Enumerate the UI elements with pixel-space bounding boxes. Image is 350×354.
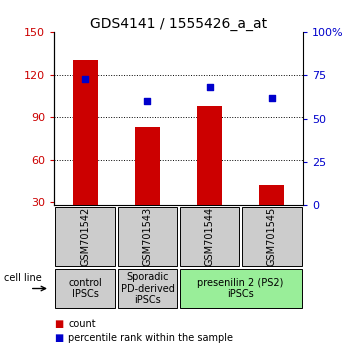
Text: count: count [68,319,96,329]
Point [145,98,150,104]
Title: GDS4141 / 1555426_a_at: GDS4141 / 1555426_a_at [90,17,267,31]
Point [83,76,88,81]
Bar [180,207,239,266]
Text: cell line: cell line [4,273,41,283]
Point [269,95,274,101]
Bar [135,127,160,205]
Text: presenilin 2 (PS2)
iPSCs: presenilin 2 (PS2) iPSCs [197,278,284,299]
Text: GSM701545: GSM701545 [267,207,277,266]
Text: ■: ■ [54,319,63,329]
Text: control
IPSCs: control IPSCs [69,278,102,299]
Bar [197,106,222,205]
Bar [118,207,177,266]
Bar [259,185,284,205]
Bar [56,269,115,308]
Bar [118,269,177,308]
Point [207,85,212,90]
Text: GSM701544: GSM701544 [204,207,215,266]
Bar [56,207,115,266]
Text: GSM701543: GSM701543 [142,207,153,266]
Text: percentile rank within the sample: percentile rank within the sample [68,333,233,343]
Text: ■: ■ [54,333,63,343]
Text: Sporadic
PD-derived
iPSCs: Sporadic PD-derived iPSCs [120,272,174,305]
Bar [180,269,301,308]
Text: GSM701542: GSM701542 [80,207,90,266]
Bar [73,60,98,205]
Bar [242,207,301,266]
